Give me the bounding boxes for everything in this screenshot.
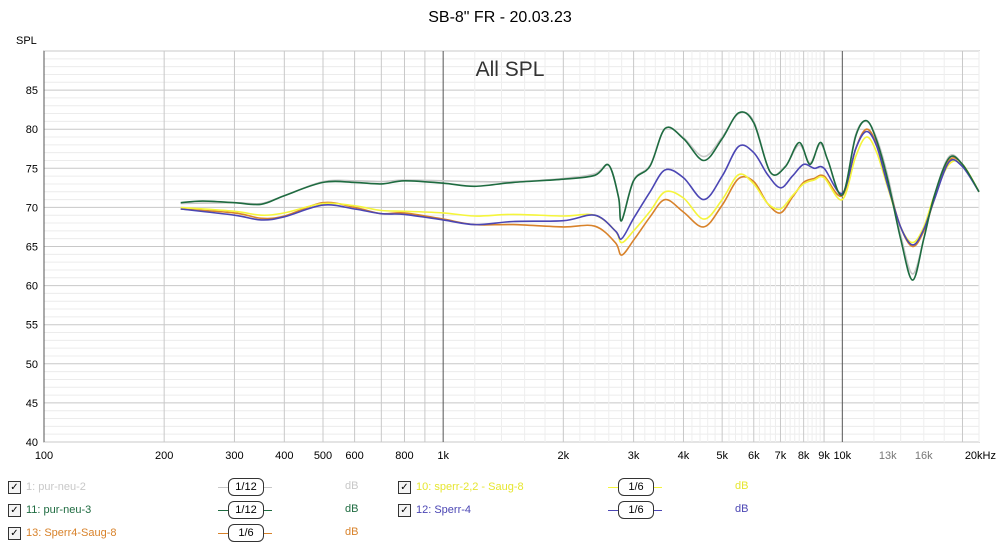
y-tick-label: 50 <box>26 359 38 371</box>
unit-label-sperr4-saug-8: dB <box>345 526 359 538</box>
x-tick-label: 7k <box>775 450 787 462</box>
legend-label-sperr-4: 12: Sperr-4 <box>416 504 472 516</box>
legend-item-sperr-2-2-saug-8[interactable]: ✓ 10: sperr-2,2 - Saug-8 <box>398 478 524 496</box>
checkbox-pur-neu-2[interactable]: ✓ <box>8 480 21 494</box>
x-tick-label: 13k <box>879 450 897 462</box>
chart-title: SB-8" FR - 20.03.23 <box>428 9 572 26</box>
x-tick-label: 8k <box>798 450 810 462</box>
y-tick-label: 40 <box>26 437 38 449</box>
smoothing-button-pur-neu-2[interactable]: 1/12 <box>228 478 264 496</box>
y-tick-label: 85 <box>26 85 38 97</box>
checkbox-pur-neu-3[interactable]: ✓ <box>8 503 21 517</box>
x-tick-label: 20kHz <box>965 450 996 462</box>
y-tick-label: 70 <box>26 202 38 214</box>
y-tick-label: 65 <box>26 242 38 254</box>
x-tick-label: 800 <box>395 450 413 462</box>
x-tick-label: 400 <box>275 450 293 462</box>
plot-area[interactable]: All SPL 40 45 50 55 60 65 70 75 80 85 100 200 300 40… <box>0 0 1000 470</box>
x-tick-label: 600 <box>345 450 363 462</box>
smoothing-label: 1/12 <box>235 504 257 516</box>
legend-label-pur-neu-2: 1: pur-neu-2 <box>26 481 86 493</box>
chart-subtitle: All SPL <box>476 58 545 81</box>
series-line-1-pur-neu-2[interactable] <box>180 111 980 275</box>
legend-label-sperr-2-2-saug-8: 10: sperr-2,2 - Saug-8 <box>416 481 524 493</box>
x-tick-label: 100 <box>35 450 53 462</box>
series-line-11-pur-neu-3[interactable] <box>180 111 980 281</box>
smoothing-label: 1/6 <box>628 481 644 493</box>
x-tick-label: 1k <box>437 450 449 462</box>
legend-item-sperr4-saug-8[interactable]: ✓ 13: Sperr4-Saug-8 <box>8 524 117 542</box>
legend-item-sperr-4[interactable]: ✓ 12: Sperr-4 <box>398 501 471 519</box>
smoothing-button-pur-neu-3[interactable]: 1/12 <box>228 501 264 519</box>
legend-label-pur-neu-3: 11: pur-neu-3 <box>26 504 92 516</box>
x-tick-label: 5k <box>716 450 728 462</box>
smoothing-button-sperr-2-2-saug-8[interactable]: 1/6 <box>618 478 654 496</box>
smoothing-button-sperr4-saug-8[interactable]: 1/6 <box>228 524 264 542</box>
x-tick-label: 10k <box>833 450 851 462</box>
y-axis-label: SPL <box>16 35 37 47</box>
unit-label-pur-neu-2: dB <box>345 480 359 492</box>
y-tick-label: 55 <box>26 320 38 332</box>
x-tick-label: 6k <box>748 450 760 462</box>
x-tick-label: 4k <box>678 450 690 462</box>
smoothing-label: 1/6 <box>238 527 254 539</box>
y-tick-label: 80 <box>26 124 38 136</box>
x-tick-label: 9k <box>818 450 830 462</box>
checkbox-sperr-2-2-saug-8[interactable]: ✓ <box>398 480 411 494</box>
y-tick-label: 75 <box>26 163 38 175</box>
x-tick-label: 200 <box>155 450 173 462</box>
checkbox-sperr-4[interactable]: ✓ <box>398 503 411 517</box>
y-tick-label: 60 <box>26 281 38 293</box>
legend-item-pur-neu-2[interactable]: ✓ 1: pur-neu-2 <box>8 478 86 496</box>
legend-item-pur-neu-3[interactable]: ✓ 11: pur-neu-3 <box>8 501 91 519</box>
unit-label-sperr-4: dB <box>735 503 749 515</box>
x-tick-label: 2k <box>558 450 570 462</box>
legend: ✓ 1: pur-neu-2 1/12 dB ✓ 10: sperr-2,2 -… <box>0 476 1000 546</box>
smoothing-label: 1/12 <box>235 481 257 493</box>
smoothing-button-sperr-4[interactable]: 1/6 <box>618 501 654 519</box>
checkbox-sperr4-saug-8[interactable]: ✓ <box>8 526 21 540</box>
x-tick-label: 16k <box>915 450 933 462</box>
y-tick-label: 45 <box>26 398 38 410</box>
x-tick-label: 3k <box>628 450 640 462</box>
x-tick-label: 300 <box>225 450 243 462</box>
x-tick-label: 500 <box>314 450 332 462</box>
legend-label-sperr4-saug-8: 13: Sperr4-Saug-8 <box>26 527 117 539</box>
smoothing-label: 1/6 <box>628 504 644 516</box>
unit-label-pur-neu-3: dB <box>345 503 359 515</box>
unit-label-sperr-2-2-saug-8: dB <box>735 480 749 492</box>
